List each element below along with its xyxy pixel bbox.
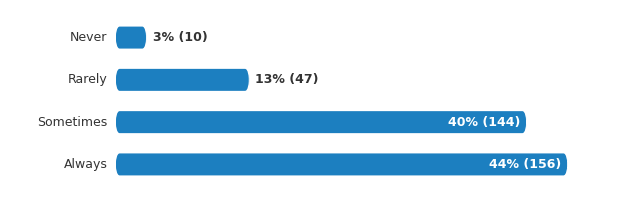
Text: 40% (144): 40% (144) <box>448 116 520 129</box>
Text: Rarely: Rarely <box>67 73 107 86</box>
Text: 44% (156): 44% (156) <box>489 158 561 171</box>
Text: Sometimes: Sometimes <box>37 116 107 129</box>
FancyBboxPatch shape <box>116 111 526 133</box>
FancyBboxPatch shape <box>116 69 249 91</box>
Text: Never: Never <box>70 31 107 44</box>
Text: Always: Always <box>64 158 107 171</box>
Text: 13% (47): 13% (47) <box>256 73 319 86</box>
FancyBboxPatch shape <box>116 154 568 175</box>
Text: 3% (10): 3% (10) <box>153 31 207 44</box>
FancyBboxPatch shape <box>116 27 146 48</box>
